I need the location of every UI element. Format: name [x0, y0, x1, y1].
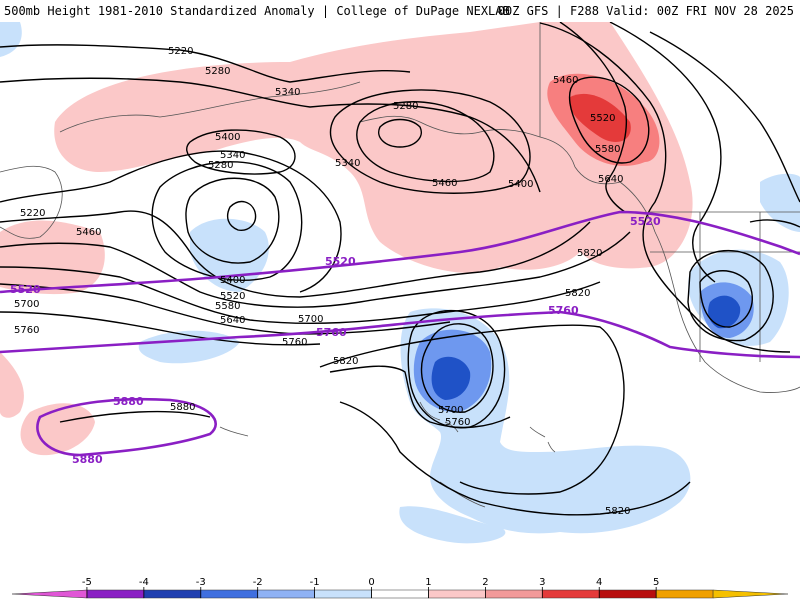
- contour-label: 5760: [282, 337, 307, 348]
- legend-ticks: -5 -4 -3 -2 -1 0 1 2 3 4 5: [82, 577, 659, 598]
- climo-label: 5520: [630, 215, 661, 228]
- contour-label: 5640: [220, 315, 245, 326]
- legend-tick-label: -1: [310, 577, 320, 588]
- contour-label: 5520: [220, 291, 245, 302]
- legend-tick-label: 0: [368, 577, 374, 588]
- contour-label: 5640: [598, 174, 623, 185]
- height-contour-labels: 5220 5280 5340 5400 5280 5340 5460 5520 …: [14, 46, 630, 517]
- contour-label: 5760: [14, 325, 39, 336]
- climatology-contours: [0, 210, 800, 457]
- legend-tick-label: -3: [196, 577, 206, 588]
- contour-label: 5820: [605, 506, 630, 517]
- climo-label: 5880: [72, 453, 103, 466]
- contour-label: 5520: [590, 113, 615, 124]
- contour-label: 5700: [438, 405, 463, 416]
- model-valid-time: 00Z GFS | F288 Valid: 00Z FRI NOV 28 202…: [497, 4, 794, 18]
- contour-label: 5400: [508, 179, 533, 190]
- contour-label: 5880: [170, 402, 195, 413]
- legend-colorbar: -5 -4 -3 -2 -1 0 1 2 3 4 5: [11, 577, 789, 599]
- legend-swatch: [655, 589, 714, 599]
- coastline-outlines: [0, 22, 800, 508]
- climo-label: 5520: [325, 255, 356, 268]
- climo-label: 5880: [113, 395, 144, 408]
- map-title: 500mb Height 1981-2010 Standardized Anom…: [4, 4, 510, 18]
- contour-label: 5760: [445, 417, 470, 428]
- contour-label: 5580: [595, 144, 620, 155]
- contour-label: 5820: [565, 288, 590, 299]
- contour-label: 5280: [208, 160, 233, 171]
- legend-swatch: [11, 589, 88, 599]
- climatology-contour-labels: 5520 5520 5520 5760 5760 5880 5880: [10, 215, 661, 466]
- contour-label: 5460: [432, 178, 457, 189]
- contour-label: 5280: [393, 101, 418, 112]
- legend-swatch: [712, 589, 789, 599]
- contour-label: 5220: [168, 46, 193, 57]
- contour-label: 5400: [215, 132, 240, 143]
- climo-label: 5760: [548, 304, 579, 317]
- legend-swatch: [371, 589, 429, 599]
- contour-label: 5820: [333, 356, 358, 367]
- legend-tick-label: 3: [539, 577, 545, 588]
- legend-swatch: [200, 589, 258, 599]
- height-contours: [0, 22, 800, 516]
- anomaly-color-legend: -5 -4 -3 -2 -1 0 1 2 3 4 5: [0, 570, 800, 600]
- legend-tick-label: 1: [425, 577, 431, 588]
- legend-tick-label: -4: [139, 577, 149, 588]
- contour-label: 5700: [14, 299, 39, 310]
- contour-label: 5220: [20, 208, 45, 219]
- map-panel: 5220 5280 5340 5400 5280 5340 5460 5520 …: [0, 22, 800, 570]
- contour-label: 5820: [577, 248, 602, 259]
- legend-tick-label: 4: [596, 577, 602, 588]
- legend-swatch: [485, 589, 543, 599]
- contour-label: 5280: [205, 66, 230, 77]
- legend-swatch: [598, 589, 657, 599]
- legend-tick-label: 2: [482, 577, 488, 588]
- contour-label: 5340: [275, 87, 300, 98]
- contour-label: 5580: [215, 301, 240, 312]
- positive-anomaly-shading: [0, 22, 693, 456]
- map-header: 500mb Height 1981-2010 Standardized Anom…: [0, 0, 800, 22]
- legend-swatches: [11, 589, 789, 599]
- contour-label: 5460: [76, 227, 101, 238]
- height-anomaly-map: 5220 5280 5340 5400 5280 5340 5460 5520 …: [0, 22, 800, 570]
- contour-label: 5460: [553, 75, 578, 86]
- legend-tick-label: -2: [253, 577, 263, 588]
- contour-label: 5400: [220, 275, 245, 286]
- legend-swatch: [542, 589, 600, 599]
- legend-swatch: [314, 589, 372, 599]
- legend-swatch: [428, 589, 486, 599]
- climo-label: 5760: [316, 326, 347, 339]
- contour-label: 5340: [220, 150, 245, 161]
- legend-tick-label: -5: [82, 577, 92, 588]
- legend-swatch: [143, 589, 202, 599]
- climo-label: 5520: [10, 283, 41, 296]
- contour-label: 5700: [298, 314, 323, 325]
- legend-swatch: [86, 589, 145, 599]
- contour-label: 5340: [335, 158, 360, 169]
- legend-swatch: [257, 589, 315, 599]
- legend-tick-label: 5: [653, 577, 659, 588]
